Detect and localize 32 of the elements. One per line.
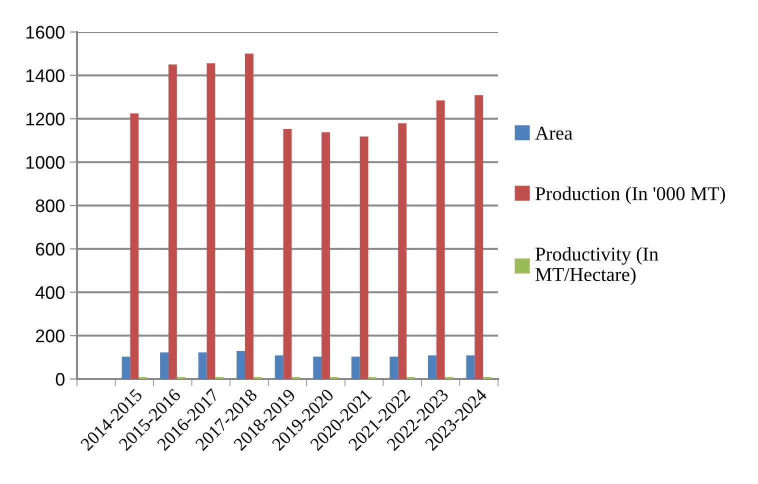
legend-label: Area [535, 126, 572, 140]
bar [360, 136, 368, 379]
bar [313, 356, 322, 379]
y-tick-label: 1600 [26, 26, 64, 39]
bar [160, 352, 168, 379]
y-tick-label: 0 [56, 372, 64, 386]
bar [474, 95, 484, 379]
legend-label: Productivity (In MT/Hectare) [536, 247, 658, 286]
y-tick-label: 800 [36, 199, 64, 212]
bar [351, 356, 360, 379]
bar [428, 355, 436, 379]
bar [398, 123, 407, 379]
y-tick-label: 400 [35, 286, 64, 299]
bar [122, 356, 130, 379]
bar [130, 113, 139, 379]
bar [322, 132, 330, 379]
y-tick-label: 600 [36, 242, 64, 256]
bar [236, 351, 246, 379]
bar [274, 355, 284, 379]
y-tick-label: 1000 [26, 156, 64, 169]
y-tick-label: 1200 [26, 112, 64, 126]
bar [436, 100, 445, 379]
bar [390, 356, 398, 379]
bar [245, 54, 254, 379]
y-tick-label: 1400 [26, 69, 64, 82]
bar [198, 352, 207, 379]
bar [168, 64, 177, 379]
legend-label: Production (In '000 MT) [536, 186, 725, 204]
y-tick-label: 200 [36, 330, 64, 342]
bar [206, 63, 216, 379]
bar [466, 355, 475, 379]
bar [283, 128, 292, 379]
